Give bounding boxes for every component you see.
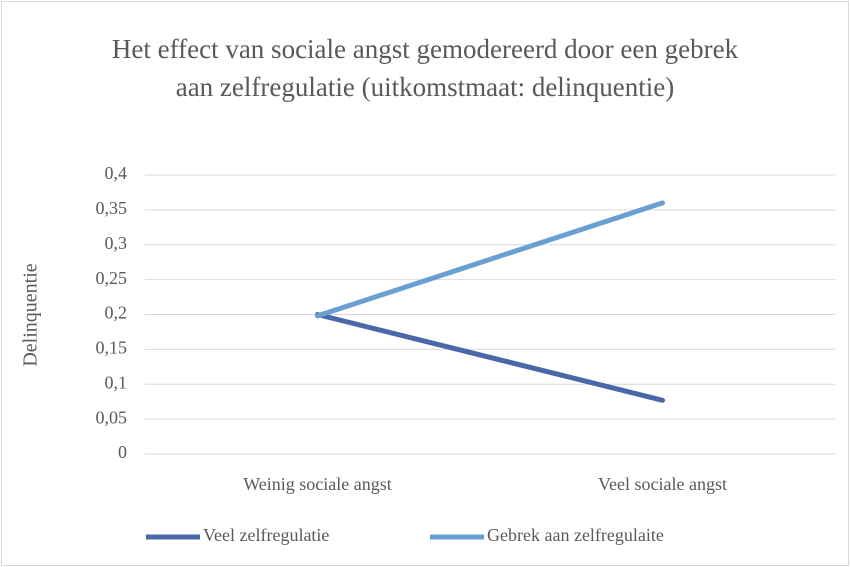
x-tick-label: Veel sociale angst	[598, 474, 727, 494]
y-tick-label: 0	[118, 442, 127, 462]
y-tick-label: 0,1	[105, 372, 128, 392]
y-tick-label: 0,35	[96, 198, 128, 218]
y-tick-label: 0,05	[96, 407, 128, 427]
data-line	[315, 312, 665, 403]
y-tick-label: 0,4	[105, 163, 128, 183]
y-axis-label: Delinquentie	[20, 263, 42, 366]
legend-label: Veel zelfregulatie	[203, 525, 329, 545]
y-tick-label: 0,15	[96, 338, 128, 358]
x-tick-label: Weinig sociale angst	[243, 474, 392, 494]
y-tick-label: 0,25	[96, 268, 128, 288]
data-line	[315, 200, 665, 319]
legend-label: Gebrek aan zelfregulaite	[487, 525, 664, 545]
chart-title: Het effect van sociale angst gemodereerd…	[111, 34, 739, 102]
y-tick-label: 0,2	[105, 303, 128, 323]
y-tick-label: 0,3	[105, 233, 128, 253]
